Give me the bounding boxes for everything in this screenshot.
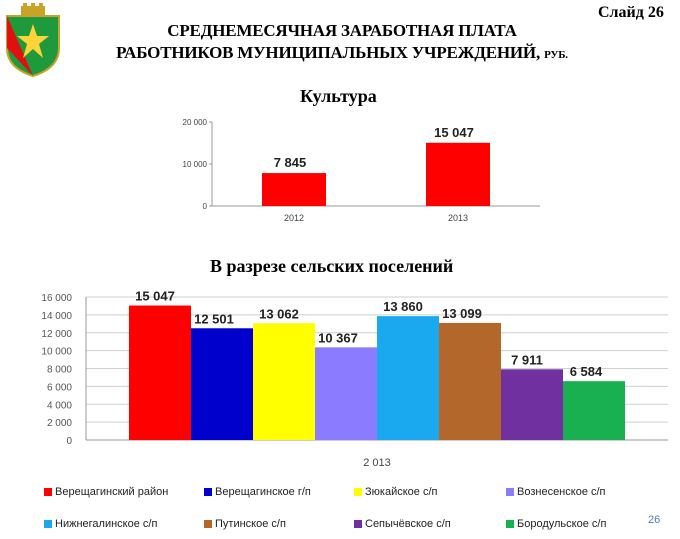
chart-1-y-tick-label: 0 [203, 202, 208, 211]
chart-2-data-label: 15 047 [135, 289, 175, 304]
chart-2-x-tick-label: 2 013 [363, 457, 391, 469]
chart-2-data-label: 13 099 [442, 306, 482, 321]
chart-2-bar [191, 328, 253, 440]
chart-1-y-tick-label: 10 000 [183, 160, 208, 169]
coat-of-arms-emblem [6, 3, 60, 78]
slide-label: Слайд 26 [598, 4, 664, 21]
title-line-2: РАБОТНИКОВ МУНИЦИПАЛЬНЫХ УЧРЕЖДЕНИЙ, РУБ… [62, 42, 622, 66]
chart-2-bar [563, 381, 625, 440]
legend-label: Верещагинское г/п [215, 486, 311, 498]
chart-2-data-label: 13 860 [383, 299, 423, 314]
chart-2-y-tick-label: 4 000 [47, 400, 72, 411]
chart-2-y-tick-label: 2 000 [47, 418, 72, 429]
chart-1-data-label: 15 047 [434, 125, 474, 140]
title-line-1: СРЕДНЕМЕСЯЧНАЯ ЗАРАБОТНАЯ ПЛАТА [167, 21, 517, 40]
chart-2-data-label: 7 911 [511, 352, 543, 367]
chart-1-x-tick-label: 2012 [284, 213, 304, 223]
legend-label: Вознесенское с/п [517, 486, 606, 498]
chart-1-data-label: 7 845 [274, 155, 307, 170]
chart-2-data-label: 12 501 [194, 311, 234, 326]
legend-label: Сепычёвское с/п [365, 518, 451, 530]
chart-2-y-tick-label: 0 [66, 436, 72, 447]
chart-2-y-tick-label: 10 000 [41, 347, 72, 358]
chart-1-x-tick-label: 2013 [448, 213, 468, 223]
chart-2-title: В разрезе сельских поселений [210, 256, 454, 276]
legend-item: Сепычёвское с/п [354, 518, 451, 530]
legend-item: Зюкайское с/п [354, 486, 437, 498]
legend-item: Путинское с/п [204, 518, 286, 530]
legend-label: Верещагинский район [55, 486, 169, 498]
page-title: СРЕДНЕМЕСЯЧНАЯ ЗАРАБОТНАЯ ПЛАТА РАБОТНИК… [62, 20, 622, 66]
page-number: 26 [648, 514, 661, 526]
legend-item: Верещагинский район [44, 486, 168, 498]
chart-2-data-label: 6 584 [570, 364, 603, 379]
chart-1-bar [262, 173, 326, 206]
legend-swatch [506, 520, 514, 528]
chart-2-bar [129, 305, 191, 440]
title-line-2-text: РАБОТНИКОВ МУНИЦИПАЛЬНЫХ УЧРЕЖДЕНИЙ, [116, 43, 541, 62]
legend-swatch [44, 488, 52, 496]
chart-1-title: Культура [300, 86, 377, 106]
legend-swatch [354, 488, 362, 496]
chart-2-legend: Верещагинский район Верещагинское г/п Зюка… [44, 480, 644, 534]
chart-2-y-tick-label: 14 000 [41, 311, 72, 322]
chart-2-y-tick-label: 6 000 [47, 382, 72, 393]
chart-2-y-tick-label: 12 000 [41, 329, 72, 340]
legend-item: Вознесенское с/п [506, 486, 606, 498]
chart-1-y-tick-label: 20 000 [183, 118, 208, 127]
chart-2-y-tick-label: 16 000 [41, 293, 72, 304]
chart-2-data-label: 10 367 [318, 330, 358, 345]
chart-2-bar [501, 369, 563, 440]
legend-item: Нижнегалинское с/п [44, 518, 157, 530]
chart-1-bar [426, 142, 490, 206]
legend-swatch [204, 520, 212, 528]
legend-swatch [354, 520, 362, 528]
legend-swatch [506, 488, 514, 496]
chart-2-data-label: 13 062 [259, 306, 299, 321]
legend-label: Бородульское с/п [517, 518, 607, 530]
legend-label: Зюкайское с/п [365, 486, 438, 498]
legend-label: Нижнегалинское с/п [55, 518, 158, 530]
chart-2-bar [439, 322, 501, 440]
legend-item: Верещагинское г/п [204, 486, 311, 498]
chart-2-bar [377, 316, 439, 440]
legend-swatch [44, 520, 52, 528]
title-unit: РУБ. [544, 49, 568, 61]
chart-2-y-tick-label: 8 000 [47, 365, 72, 376]
legend-label: Путинское с/п [215, 518, 286, 530]
chart-2-bar [253, 323, 315, 440]
legend-swatch [204, 488, 212, 496]
chart-2-bar [315, 347, 377, 440]
legend-item: Бородульское с/п [506, 518, 606, 530]
